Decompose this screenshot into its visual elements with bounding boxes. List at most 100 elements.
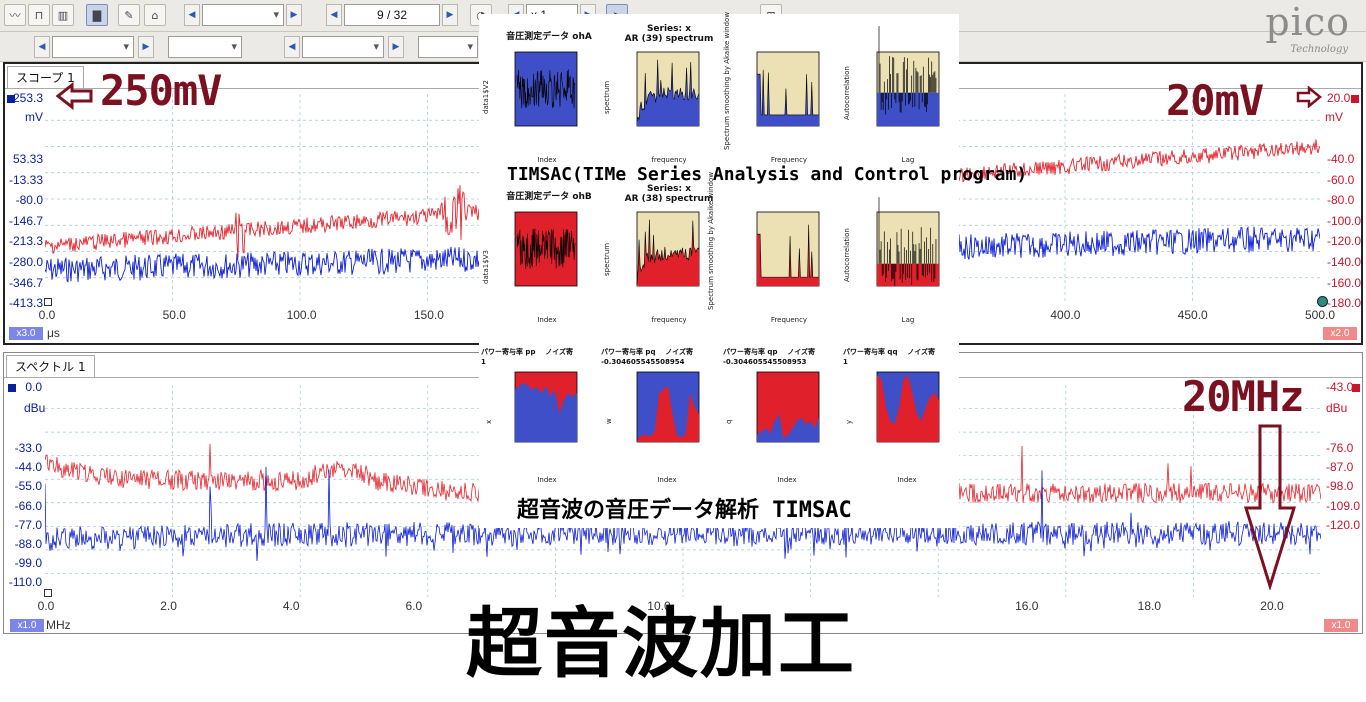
row3-xlabel-0: Index [537, 476, 557, 484]
left-arrow-icon [56, 82, 93, 110]
x-tick-label: 2.0 [160, 599, 177, 613]
row3-ylabel-2: q [725, 419, 733, 424]
power-contribution-fill [637, 386, 699, 442]
scope-left-badge[interactable]: x3.0 [9, 327, 43, 340]
ar-spectrum-line [636, 219, 700, 285]
spectrum-view-icon[interactable]: ▇ [86, 4, 108, 26]
row1-ylabel-a: data1$V2 [482, 80, 490, 114]
scope-right-badge[interactable]: x2.0 [1323, 327, 1357, 340]
spectrum-left-badge[interactable]: x1.0 [10, 619, 44, 632]
axis-tick-label: -110.0 [8, 575, 42, 590]
channel-toolbar: A ◀ ▶ B ◀ ▶ [0, 32, 1366, 87]
channel-a-range-prev[interactable]: ◀ [34, 36, 50, 58]
x-tick-label: 0.0 [38, 308, 56, 322]
row2-ylabel-c: Spectrum smoothing by Akaike window [707, 171, 715, 310]
spectrum-mode-icon[interactable]: ▥ [52, 4, 74, 26]
tab-scope[interactable]: スコープ 1 [7, 66, 84, 88]
channel-a-marker[interactable] [8, 384, 16, 392]
channel-a-range-select[interactable] [52, 36, 134, 58]
spectrum-right-badge[interactable]: x1.0 [1324, 619, 1358, 632]
right-arrow-icon [1296, 86, 1322, 108]
row3-xlabel-2: Index [777, 476, 797, 484]
axis-tick-label: -87.0 [1326, 460, 1354, 475]
analysis-caption: 超音波の音圧データ解析 TIMSAC [517, 498, 852, 523]
axis-tick-label: -180.0 [1327, 296, 1362, 311]
spectrum-left-unit: dBu [24, 401, 46, 415]
channel-a-marker[interactable] [7, 95, 15, 103]
row2-xlabel-a: Index [537, 316, 557, 324]
power-contribution-fill [877, 375, 939, 442]
axis-tick-label: -280.0 [9, 255, 44, 269]
x-tick-label: 10.0 [647, 599, 671, 613]
home-icon[interactable]: ⌂ [144, 4, 166, 26]
trigger-marker[interactable] [1317, 296, 1328, 307]
x-tick-label: 18.0 [1137, 599, 1162, 613]
axis-tick-label: -120.0 [1327, 234, 1362, 249]
scope-mode-icon[interactable]: 〰 [4, 4, 26, 26]
power-contribution-fill [757, 414, 819, 442]
axis-tick-label: -40.0 [1327, 152, 1355, 166]
axis-tick-label: -66.0 [14, 498, 42, 513]
row3-title-3: パワー寄与率 qq ノイズ寄 1 [843, 348, 935, 366]
timsac-figure [514, 26, 940, 443]
row1-title-b: Series: x AR (39) spectrum [624, 24, 714, 44]
timebase-prev-button[interactable]: ◀ [184, 4, 200, 26]
row1-xlabel-c: Frequency [770, 156, 808, 164]
row2-title-b: Series: x AR (38) spectrum [624, 184, 714, 204]
persistence-mode-icon[interactable]: ⊓ [28, 4, 50, 26]
channel-b-marker[interactable] [1352, 384, 1360, 392]
channel-b-coupling-select[interactable] [418, 36, 478, 58]
x-tick-label: 20.0 [1260, 599, 1284, 613]
x-tick-label: 0.0 [37, 599, 55, 613]
scope-origin-handle[interactable] [44, 298, 52, 306]
x-tick-label: 150.0 [413, 308, 444, 322]
channel-a-spectrum [45, 466, 1321, 562]
timebase-select[interactable] [202, 4, 284, 26]
smoothed-spectrum-line [757, 224, 819, 278]
page-counter[interactable]: 9 / 32 [344, 4, 440, 26]
row3-title-2: パワー寄与率 qp ノイズ寄 -0.304605545508953 [723, 348, 815, 366]
down-arrow-icon [1244, 424, 1296, 590]
row3-ylabel-0: x [485, 419, 493, 424]
ar-spectrum-fill [637, 219, 699, 286]
row1-xlabel-b: frequency [651, 156, 687, 164]
channel-b-range-next[interactable]: ▶ [388, 36, 404, 58]
channel-a-range-next[interactable]: ▶ [138, 36, 154, 58]
ar-spectrum-fill [637, 59, 699, 126]
row2-xlabel-b: frequency [651, 316, 687, 324]
axis-tick-label: -346.7 [9, 275, 44, 290]
axis-tick-label: -13.33 [9, 172, 44, 187]
buffer-next-button[interactable]: ▶ [442, 4, 458, 26]
timebase-next-button[interactable]: ▶ [286, 4, 302, 26]
axis-tick-label: -77.0 [14, 517, 42, 532]
spectrum-origin-handle[interactable] [44, 589, 52, 597]
logo-word: pico [1265, 0, 1350, 44]
x-tick-label: 500.0 [1304, 308, 1336, 322]
scale-annotation-right: 20mV [1166, 76, 1264, 125]
row1-ylabel-c: Spectrum smoothing by Akaike window [723, 11, 731, 150]
axis-tick-label: -76.0 [1326, 441, 1354, 455]
x-tick-label: 400.0 [1050, 308, 1081, 322]
channel-b-range-prev[interactable]: ◀ [284, 36, 300, 58]
axis-tick-label: 0.0 [25, 380, 42, 394]
buffer-prev-button[interactable]: ◀ [326, 4, 342, 26]
row3-ylabel-1: w [605, 418, 613, 424]
timsac-overlay: 音圧測定データ ohA Series: x AR (39) spectrum d… [479, 11, 1027, 528]
timeseries-trace [516, 69, 576, 109]
probe-icon[interactable]: ✎ [118, 4, 140, 26]
x-tick-label: 4.0 [282, 599, 300, 613]
row2-xlabel-d: Lag [901, 316, 915, 324]
axis-tick-label: 20.0 [1327, 91, 1351, 105]
channel-b-marker[interactable] [1351, 95, 1359, 103]
scale-annotation-left: 250mV [100, 66, 222, 115]
axis-tick-label: -98.0 [1326, 479, 1354, 494]
scope-right-unit: mV [1325, 110, 1343, 124]
spectrum-right-unit: dBu [1326, 401, 1348, 415]
x-tick-label: 450.0 [1177, 308, 1208, 322]
channel-b-range-select[interactable] [302, 36, 384, 58]
row1-xlabel-d: Lag [901, 156, 915, 164]
tab-spectrum[interactable]: スペクトル 1 [6, 355, 95, 377]
axis-tick-label: -44.0 [14, 460, 42, 475]
row1-xlabel-a: Index [537, 156, 557, 164]
channel-a-coupling-select[interactable] [168, 36, 242, 58]
